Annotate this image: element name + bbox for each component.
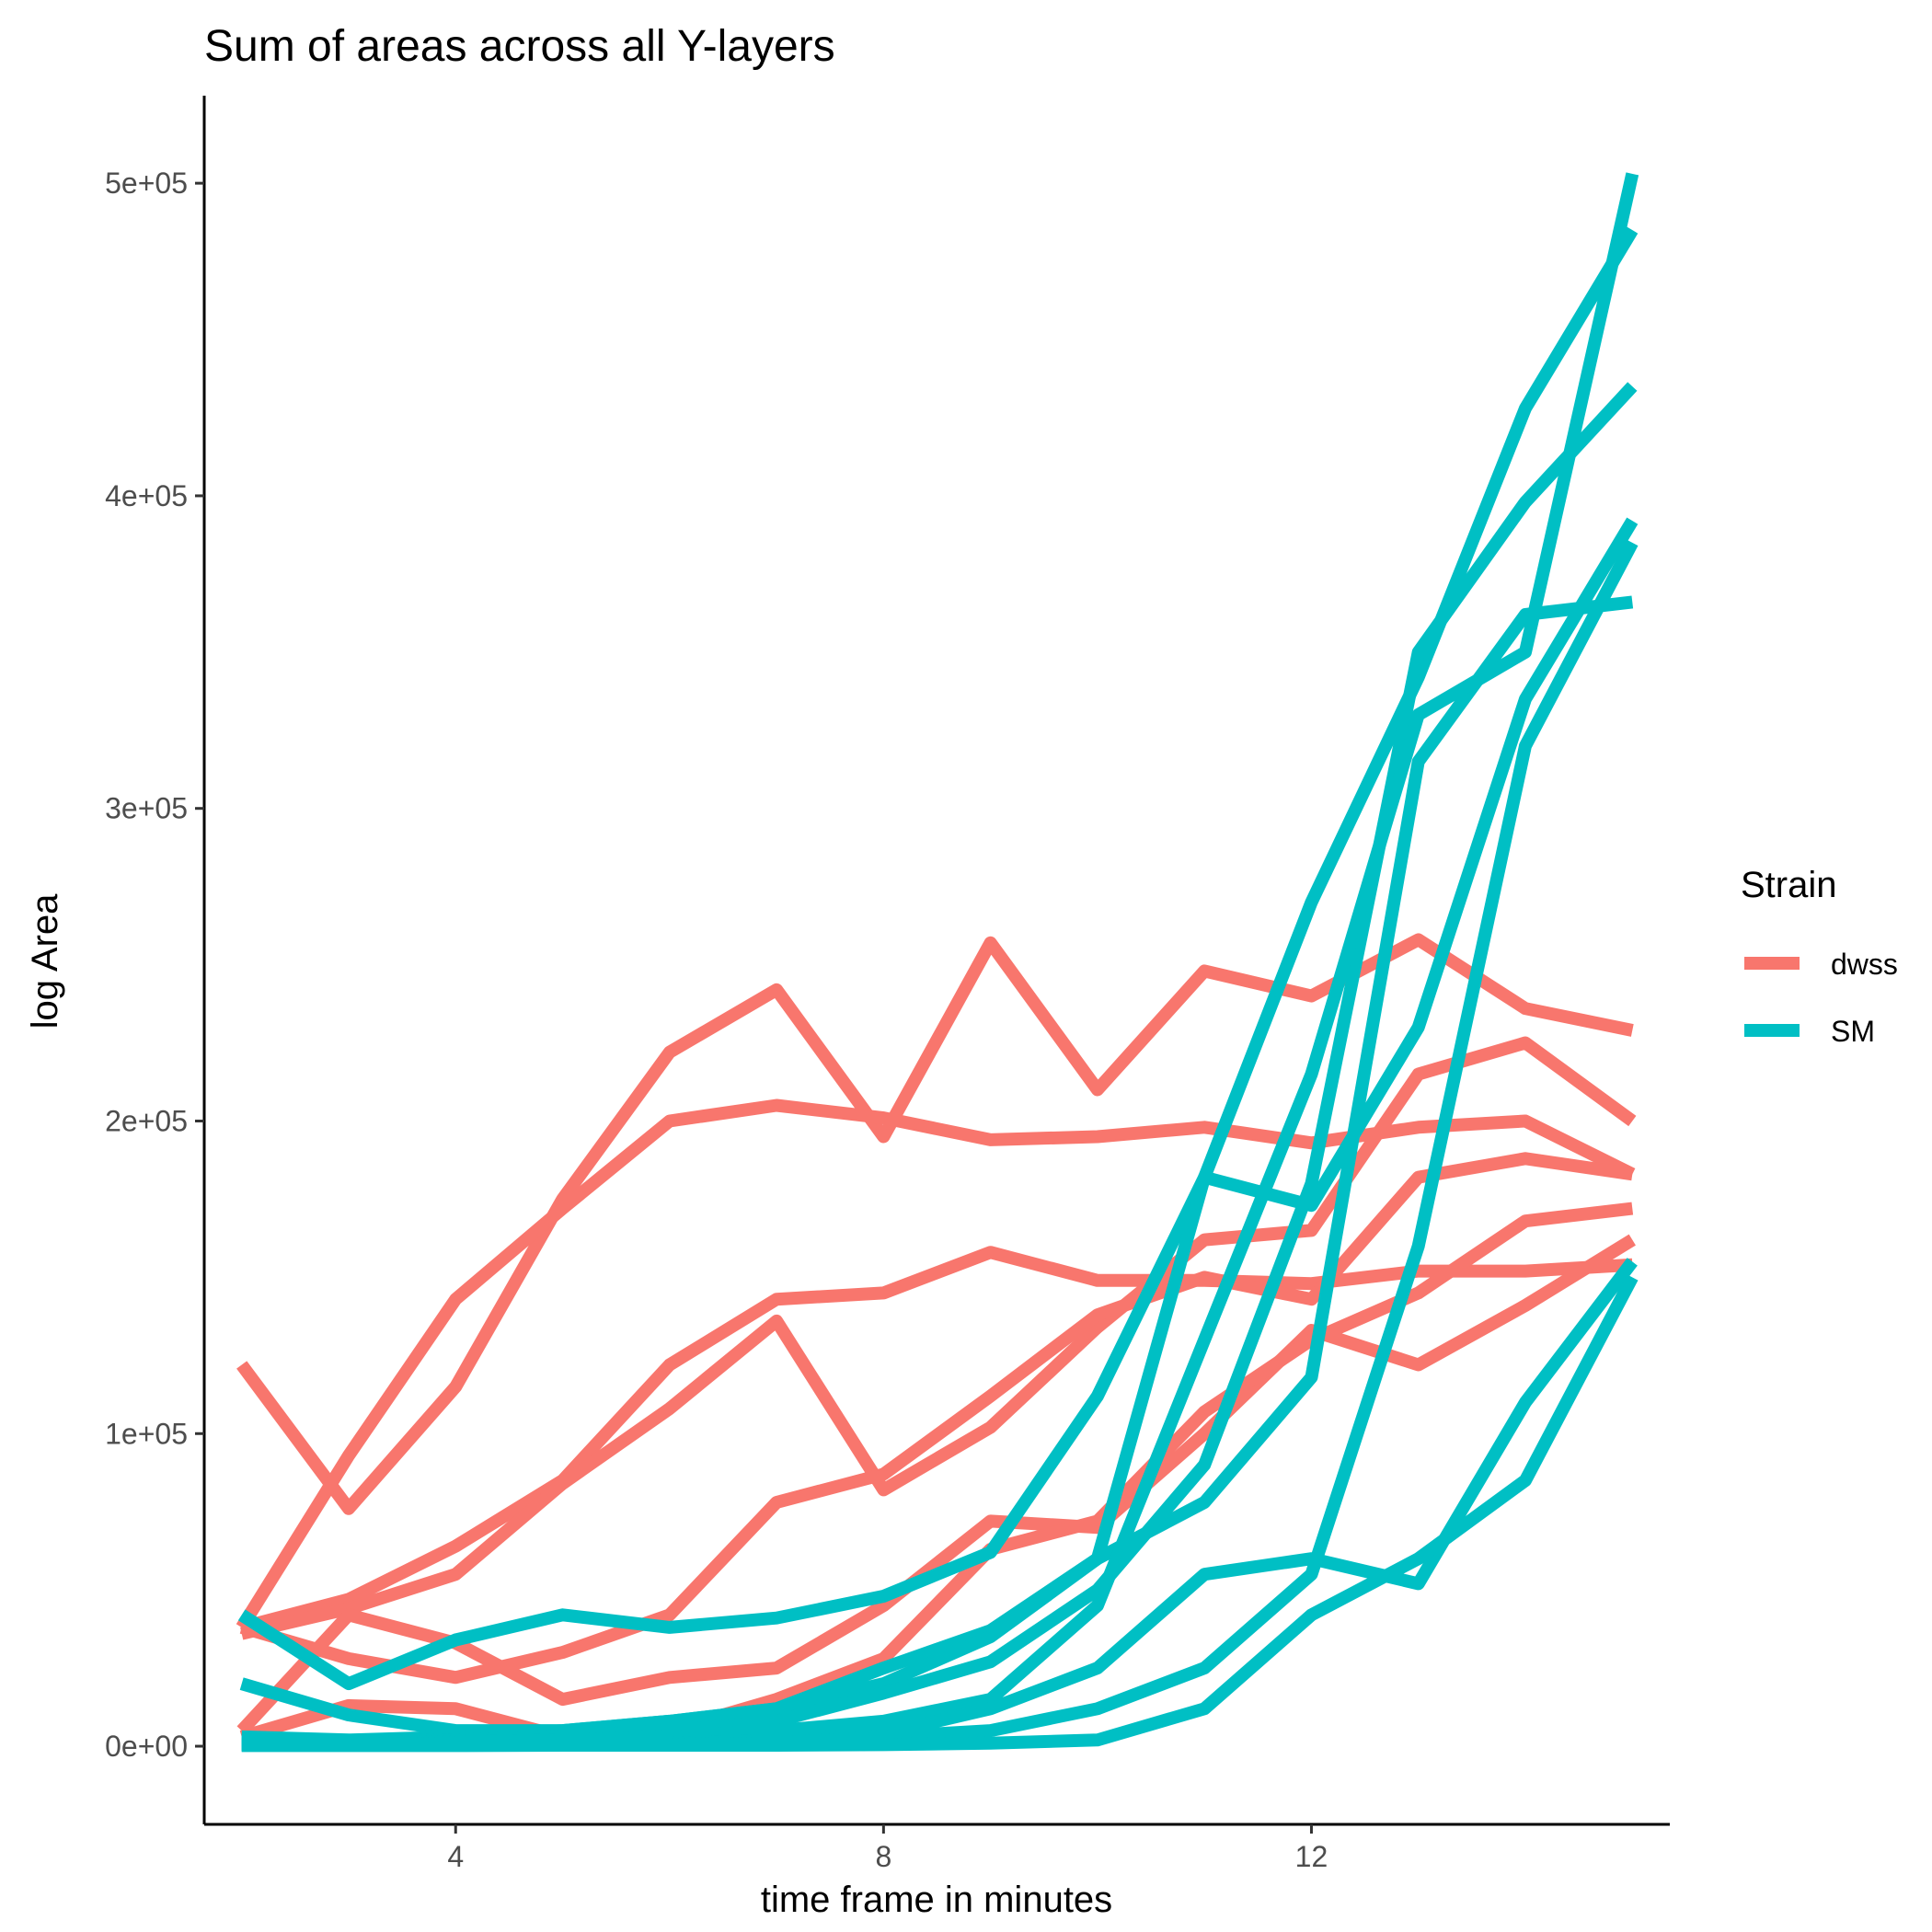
series-line-dwss-2 (236, 1098, 1636, 1631)
series-line-SM-8 (237, 517, 1639, 1691)
series-line-SM-9 (239, 226, 1639, 1738)
x-tick-label: 4 (447, 1840, 464, 1873)
series-line-dwss-3 (239, 1246, 1633, 1634)
x-tick-label: 8 (875, 1840, 891, 1873)
y-tick-label: 4e+05 (105, 479, 188, 512)
series-line-dwss-5 (236, 1234, 1636, 1735)
legend-label-SM: SM (1831, 1015, 1875, 1048)
legend-entries: dwss SM (1744, 948, 1898, 1048)
y-axis-title: log Area (25, 893, 65, 1029)
series-line-SM-15 (241, 1274, 1639, 1753)
y-axis-ticks: 0e+00 1e+05 2e+05 3e+05 4e+05 5e+05 (105, 167, 204, 1763)
series-line-SM-11 (241, 382, 1638, 1748)
series-line-SM-12 (241, 172, 1639, 1750)
series-line-dwss-1 (236, 933, 1634, 1515)
x-axis-ticks: 4 8 12 (447, 1824, 1328, 1873)
y-tick-label: 1e+05 (105, 1417, 188, 1450)
y-tick-label: 0e+00 (105, 1730, 188, 1763)
series-line-dwss-6 (239, 1152, 1634, 1685)
x-tick-label: 12 (1295, 1840, 1328, 1873)
y-tick-label: 2e+05 (105, 1104, 188, 1137)
plot-lines (236, 172, 1639, 1753)
legend-title: Strain (1741, 865, 1837, 905)
chart-title: Sum of areas across all Y-layers (204, 22, 835, 71)
y-tick-label: 5e+05 (105, 167, 188, 200)
x-axis-title: time frame in minutes (761, 1880, 1112, 1920)
y-tick-label: 3e+05 (105, 792, 188, 825)
series-line-dwss-4 (240, 1036, 1637, 1640)
legend-label-dwss: dwss (1831, 948, 1898, 981)
legend: Strain dwss SM (1741, 865, 1898, 1048)
